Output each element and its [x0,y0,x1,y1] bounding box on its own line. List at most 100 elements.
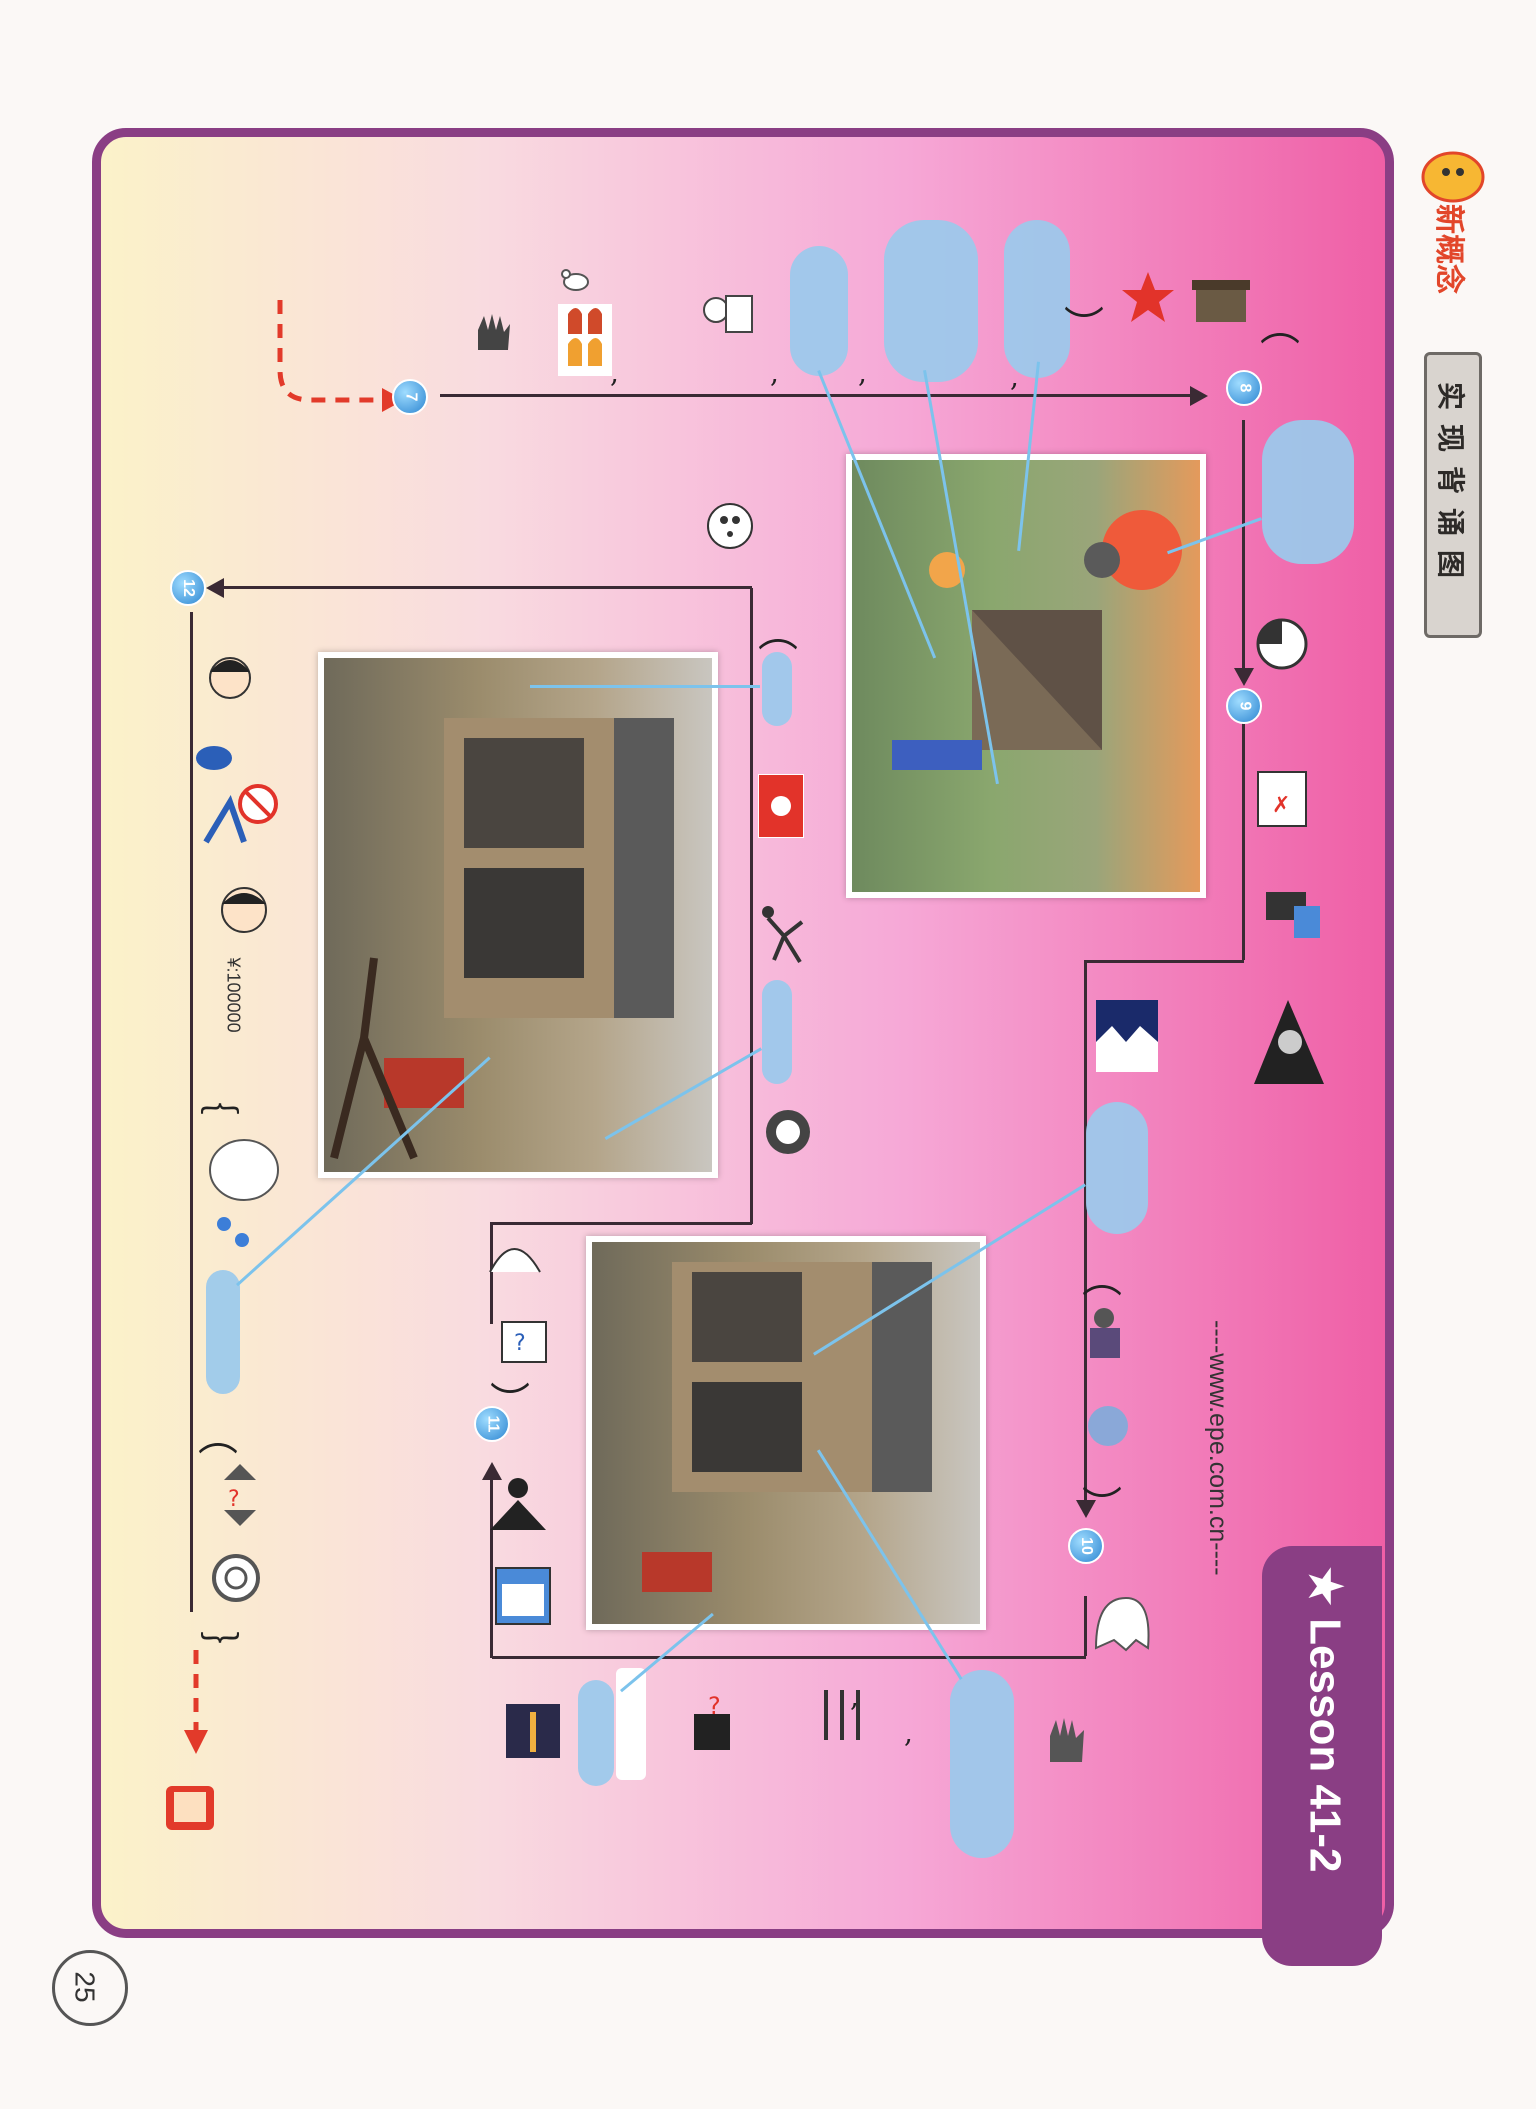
paren-open-12: ︵ [758,610,798,656]
dog-icon [196,746,232,770]
ring-icon [212,1554,260,1602]
path-line-10-down [1084,1596,1087,1656]
old-house-repeat-image [642,1262,932,1592]
comma-8c: , [770,356,779,389]
step-11: 11 [474,1406,510,1442]
path-line-12 [222,586,752,589]
end-arrow-icon [184,1650,208,1754]
answer-bubble-11[interactable] [578,1680,614,1786]
svg-text:✗: ✗ [1272,793,1290,818]
comma-8a: , [1010,360,1019,393]
website-url: ----www.epe.com.cn---- [1204,1320,1232,1576]
open-hand-icon [1050,1718,1084,1762]
dancing-person-icon [762,906,804,964]
paren-close-8: ︶ [1064,304,1104,350]
night-mountain-icon [1096,1000,1158,1072]
boy-avatar-icon [221,887,267,933]
answer-bubble-8d[interactable] [1262,420,1354,564]
arrow-head-11 [482,1462,502,1480]
answer-bubble-9[interactable] [1086,1102,1148,1234]
answer-bubble-12a[interactable] [762,652,792,726]
step-8: 8 [1226,370,1262,406]
footprints-icon [824,1690,860,1740]
recitation-card [92,128,1394,1938]
paren-open-10: ︵ [1082,1256,1122,1302]
arrow-head-10 [1076,1500,1096,1518]
start-arrow-icon [277,300,404,412]
answer-bubble-8b[interactable] [884,220,978,382]
worker-icon [1090,1308,1120,1358]
scene-photo-garden [846,454,1206,898]
meditating-figure-icon [490,1478,546,1530]
comma-10: , [904,1716,913,1749]
arrow-head-8 [1190,386,1208,406]
path-line-10-11 [492,1656,1086,1659]
arrow-head-12 [206,578,224,598]
book-icon [166,1786,214,1830]
paren-open-8: ︵ [1260,304,1300,350]
cloaked-figure-icon [1254,1000,1324,1084]
arrow-head-9 [1234,668,1254,686]
connector-line-5 [530,685,760,688]
step-10: 10 [1068,1528,1104,1564]
old-house-image [330,718,674,1160]
section-title: 实现背诵图 [1434,381,1467,592]
step-7: 7 [392,379,428,415]
paren-open-12b: ︵ [198,1414,238,1460]
svg-text:?: ? [708,1692,721,1720]
path-line-11-top [490,1224,493,1324]
money-bag-icon [209,1139,279,1201]
logo-sun-icon [1421,151,1485,203]
waiter-icon [703,295,753,333]
question-arrows-icon: ? [224,1464,256,1526]
red-star-icon [1122,272,1174,322]
lesson-label: ★ Lesson 41-2 [1300,1566,1350,1873]
logo: 新概念 [1418,142,1488,294]
paren-close-10: ︶ [1082,1484,1122,1530]
path-line-9-down [1242,720,1245,960]
quarter-pie-icon [1256,618,1308,670]
svg-text:?: ? [228,1487,240,1512]
comma-8b: , [858,356,867,389]
paren-close-11: ︶ [490,1380,530,1426]
step-9: 9 [1226,688,1262,724]
step-12: 12 [170,570,206,606]
answer-bubble-10[interactable] [950,1670,1014,1858]
section-title-box: 实现背诵图 [1424,352,1482,638]
calendar-icon [495,1567,551,1625]
fire-cups-icon [558,304,612,376]
path-line-9-10 [1084,960,1087,1510]
answer-bubble-12c[interactable] [206,1270,240,1394]
hiding-figure-icon [489,1248,541,1273]
phone-question-icon: ? [501,1321,547,1363]
path-line-11-up [490,1480,493,1658]
lesson-tab: ★ Lesson 41-2 [1262,1546,1382,1966]
answer-bubble-8a[interactable] [1004,220,1070,378]
no-cycling-icon [203,784,278,844]
night-tower-icon [506,1704,560,1758]
scene-photo-house-bottom [586,1236,986,1630]
scene-photo-house-top [318,652,718,1178]
brace-open-12: ︷ [200,1074,240,1120]
well-icon [1192,280,1250,322]
hand-icon [478,314,510,350]
answer-bubble-8c[interactable] [790,246,848,376]
logo-text: 新概念 [1431,204,1466,294]
path-line-9-left [1086,960,1244,963]
page-number: 25 [69,1971,101,2003]
confused-face-icon [707,503,753,549]
answer-bubble-12b[interactable] [762,980,792,1084]
comma-7b: , [850,1680,859,1713]
garden-scene-image [892,510,1182,770]
path-line-12-down [190,612,193,1612]
svg-text:?: ? [514,1331,526,1356]
path-line-8-9 [1242,420,1245,670]
quarrel-icon [1088,1406,1128,1446]
girl-avatar-icon [209,657,251,699]
white-answer-box-11[interactable] [616,1668,646,1780]
computer-user-icon [1266,892,1320,938]
ghost-icon [1094,1596,1150,1652]
mouse-icon [561,269,589,291]
hk-flag-icon [758,774,804,838]
